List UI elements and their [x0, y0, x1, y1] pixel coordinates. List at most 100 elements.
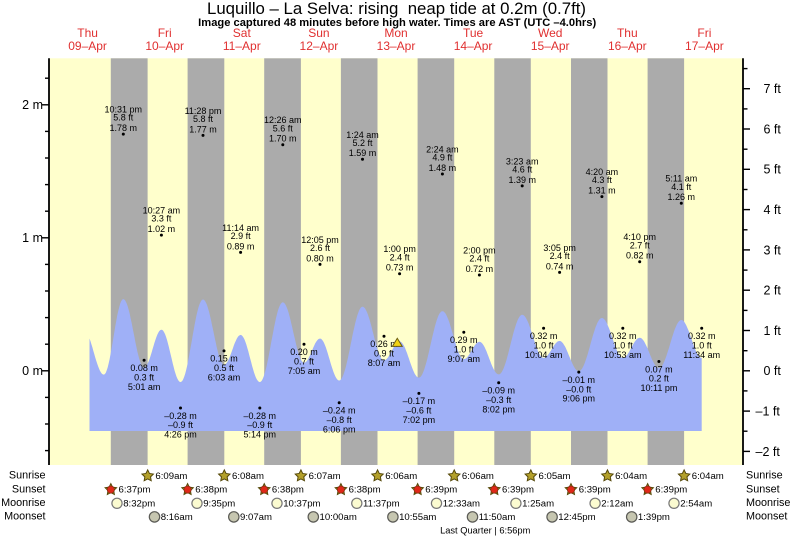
svg-text:2.4 ft: 2.4 ft: [390, 252, 411, 262]
svg-text:5 ft: 5 ft: [764, 163, 782, 177]
svg-text:1.0 ft: 1.0 ft: [613, 340, 634, 350]
svg-text:0.74 m: 0.74 m: [546, 261, 574, 271]
svg-text:11:34 am: 11:34 am: [683, 350, 720, 360]
svg-text:2.4 ft: 2.4 ft: [550, 251, 571, 261]
svg-text:4:26 pm: 4:26 pm: [164, 430, 197, 440]
svg-text:9:07 am: 9:07 am: [448, 354, 481, 364]
svg-text:2 m: 2 m: [22, 98, 43, 112]
svg-text:8:07 am: 8:07 am: [368, 358, 401, 368]
svg-text:6:04am: 6:04am: [615, 471, 647, 482]
svg-text:1.0 ft: 1.0 ft: [454, 344, 475, 354]
svg-text:Sunset: Sunset: [12, 483, 46, 495]
svg-text:0.9 ft: 0.9 ft: [374, 348, 395, 358]
svg-text:–0.9 ft: –0.9 ft: [168, 420, 194, 430]
svg-text:0.7 ft: 0.7 ft: [294, 356, 315, 366]
svg-text:11:50am: 11:50am: [479, 512, 516, 523]
svg-text:Moonset: Moonset: [4, 511, 45, 523]
svg-text:4 ft: 4 ft: [764, 203, 782, 217]
svg-text:8:16am: 8:16am: [161, 512, 193, 523]
svg-text:Thu: Thu: [617, 26, 638, 40]
svg-text:2.7 ft: 2.7 ft: [630, 240, 651, 250]
svg-text:0.89 m: 0.89 m: [227, 241, 255, 251]
svg-text:6:38pm: 6:38pm: [272, 485, 304, 496]
svg-text:4.3 ft: 4.3 ft: [592, 175, 613, 185]
svg-text:–1 ft: –1 ft: [756, 405, 781, 419]
svg-text:0.82 m: 0.82 m: [626, 251, 654, 261]
svg-text:5:14 pm: 5:14 pm: [244, 430, 277, 440]
svg-text:2.6 ft: 2.6 ft: [310, 243, 331, 253]
svg-text:4:20 am: 4:20 am: [586, 167, 619, 177]
svg-text:9:07am: 9:07am: [240, 512, 272, 523]
svg-text:9:35pm: 9:35pm: [203, 498, 235, 509]
svg-text:12:26 am: 12:26 am: [264, 115, 302, 125]
svg-text:7 ft: 7 ft: [764, 82, 782, 96]
svg-text:8:02 pm: 8:02 pm: [482, 404, 515, 414]
svg-text:0.08 m: 0.08 m: [130, 363, 158, 373]
svg-text:–0.24 m: –0.24 m: [323, 406, 356, 416]
svg-text:5.8 ft: 5.8 ft: [193, 114, 214, 124]
svg-text:1:39pm: 1:39pm: [638, 512, 670, 523]
svg-text:Mon: Mon: [384, 26, 407, 40]
svg-text:12:45pm: 12:45pm: [558, 512, 595, 523]
svg-text:6:39pm: 6:39pm: [655, 485, 687, 496]
svg-text:4.9 ft: 4.9 ft: [432, 153, 453, 163]
svg-text:0.29 m: 0.29 m: [450, 335, 478, 345]
svg-text:–0.0 ft: –0.0 ft: [566, 384, 592, 394]
svg-text:6:39pm: 6:39pm: [425, 485, 457, 496]
svg-text:09–Apr: 09–Apr: [68, 39, 107, 53]
svg-text:10:55am: 10:55am: [399, 512, 436, 523]
svg-text:1.48 m: 1.48 m: [429, 163, 457, 173]
svg-text:1.02 m: 1.02 m: [148, 224, 176, 234]
svg-text:0.5 ft: 0.5 ft: [214, 363, 235, 373]
svg-text:Fri: Fri: [158, 26, 172, 40]
svg-text:1:00 pm: 1:00 pm: [383, 244, 416, 254]
svg-text:1.77 m: 1.77 m: [189, 124, 217, 134]
svg-text:3.3 ft: 3.3 ft: [151, 214, 172, 224]
svg-text:11:28 pm: 11:28 pm: [185, 106, 222, 116]
svg-text:6:08am: 6:08am: [232, 471, 264, 482]
svg-text:Moonset: Moonset: [746, 511, 787, 523]
svg-text:10:37pm: 10:37pm: [283, 498, 320, 509]
svg-text:Sunrise: Sunrise: [746, 470, 783, 482]
svg-text:Fri: Fri: [697, 26, 711, 40]
svg-text:6:03 am: 6:03 am: [208, 372, 241, 382]
svg-text:12:05 pm: 12:05 pm: [301, 235, 339, 245]
svg-text:Sunset: Sunset: [746, 483, 780, 495]
svg-text:17–Apr: 17–Apr: [685, 39, 724, 53]
svg-text:10:53 am: 10:53 am: [604, 350, 642, 360]
svg-text:4.1 ft: 4.1 ft: [671, 182, 692, 192]
svg-text:0.80 m: 0.80 m: [306, 253, 334, 263]
svg-text:16–Apr: 16–Apr: [608, 39, 647, 53]
svg-text:10:00am: 10:00am: [320, 512, 357, 523]
svg-text:7:02 pm: 7:02 pm: [403, 415, 436, 425]
svg-text:0.32 m: 0.32 m: [688, 331, 716, 341]
svg-text:0.26 m: 0.26 m: [370, 339, 398, 349]
svg-text:12:33am: 12:33am: [443, 498, 480, 509]
svg-text:0.32 m: 0.32 m: [609, 331, 637, 341]
svg-text:14–Apr: 14–Apr: [454, 39, 493, 53]
svg-text:11:14 am: 11:14 am: [222, 223, 259, 233]
svg-text:2:24 am: 2:24 am: [426, 145, 459, 155]
svg-text:7:05 am: 7:05 am: [288, 366, 321, 376]
svg-text:5:11 am: 5:11 am: [665, 174, 697, 184]
svg-text:1:24 am: 1:24 am: [346, 130, 379, 140]
svg-text:1 ft: 1 ft: [764, 324, 782, 338]
svg-text:0.15 m: 0.15 m: [210, 354, 238, 364]
svg-text:9:06 pm: 9:06 pm: [563, 394, 596, 404]
svg-text:10–Apr: 10–Apr: [145, 39, 184, 53]
svg-text:0.3 ft: 0.3 ft: [134, 372, 155, 382]
svg-text:–0.28 m: –0.28 m: [244, 411, 277, 421]
svg-text:2.4 ft: 2.4 ft: [469, 254, 490, 264]
svg-text:1.0 ft: 1.0 ft: [692, 340, 713, 350]
svg-text:2 ft: 2 ft: [764, 284, 782, 298]
svg-text:Image captured 48 minutes befo: Image captured 48 minutes before high wa…: [198, 17, 596, 29]
svg-text:11–Apr: 11–Apr: [223, 39, 261, 53]
svg-text:Wed: Wed: [538, 26, 562, 40]
svg-text:6:39pm: 6:39pm: [502, 485, 534, 496]
svg-text:3:05 pm: 3:05 pm: [543, 243, 576, 253]
svg-text:Tue: Tue: [463, 26, 484, 40]
svg-text:6:06am: 6:06am: [462, 471, 494, 482]
svg-text:8:32pm: 8:32pm: [123, 498, 155, 509]
svg-text:6:09am: 6:09am: [155, 471, 187, 482]
svg-text:5.6 ft: 5.6 ft: [273, 123, 294, 133]
